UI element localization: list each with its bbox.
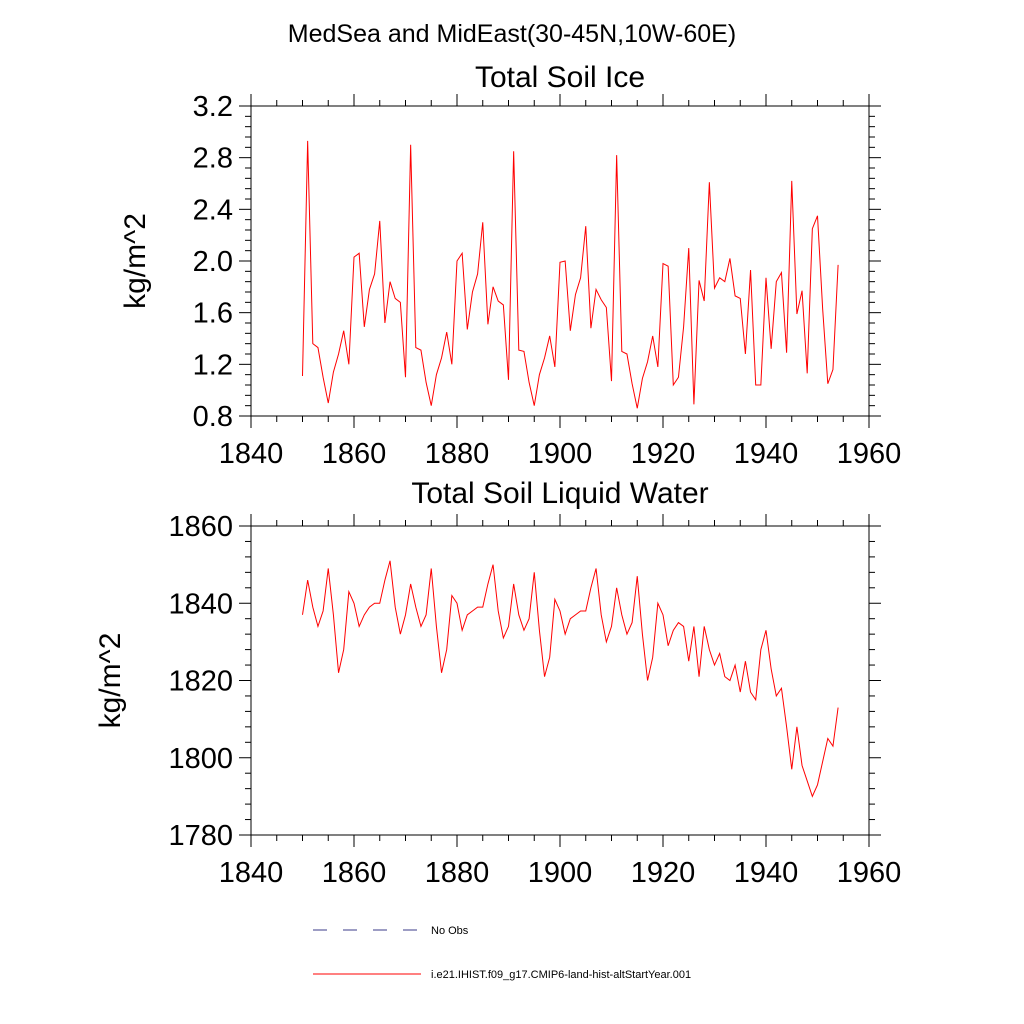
legend-label-1: No Obs [431,925,469,937]
figure-suptitle: MedSea and MidEast(30-45N,10W-60E) [288,20,736,48]
y-tick-label: 1.6 [193,298,233,330]
x-tick-label: 1940 [734,438,799,470]
y-tick-label: 1.2 [193,349,233,381]
series-line-1 [302,560,839,798]
chart-title: Total Soil Ice [475,61,645,94]
x-tick-label: 1840 [219,438,284,470]
x-tick-label: 1880 [425,857,490,889]
y-axis-label: kg/m^2 [94,633,127,729]
chart-title: Total Soil Liquid Water [411,477,708,510]
y-tick-label: 2.4 [193,194,233,226]
legend-label-2: i.e21.IHIST.f09_g17.CMIP6-land-hist-altS… [431,969,691,981]
y-axis-label: kg/m^2 [119,213,152,309]
y-tick-label: 1780 [168,820,233,852]
y-tick-label: 1860 [168,511,233,543]
y-tick-label: 0.8 [193,401,233,433]
x-tick-label: 1920 [631,438,696,470]
y-tick-label: 1840 [168,588,233,620]
chart-panel-1: Total Soil Ice kg/m^2 1840 1860 1880 1900 1920… [119,61,901,470]
y-tick-label: 3.2 [193,91,233,123]
x-tick-label: 1860 [322,438,387,470]
series-line-1 [302,140,839,409]
x-tick-label: 1920 [631,857,696,889]
y-tick-label: 1820 [168,666,233,698]
y-tick-label: 2.8 [193,143,233,175]
x-tick-label: 1960 [837,857,902,889]
panels: Total Soil Ice kg/m^2 1840 1860 1880 1900 1920… [94,61,901,889]
plot-frame [250,105,870,417]
x-tick-label: 1860 [322,857,387,889]
x-tick-label: 1900 [528,438,593,470]
y-tick-label: 2.0 [193,246,233,278]
chart-panel-2: Total Soil Liquid Water kg/m^2 1840 1860 188… [94,477,901,889]
x-tick-label: 1960 [837,438,902,470]
plot-frame [250,525,870,836]
x-tick-label: 1840 [219,857,284,889]
x-tick-label: 1880 [425,438,490,470]
legend: No Obs i.e21.IHIST.f09_g17.CMIP6-land-his… [313,925,691,981]
x-tick-label: 1940 [734,857,799,889]
y-tick-label: 1800 [168,743,233,775]
x-tick-label: 1900 [528,857,593,889]
